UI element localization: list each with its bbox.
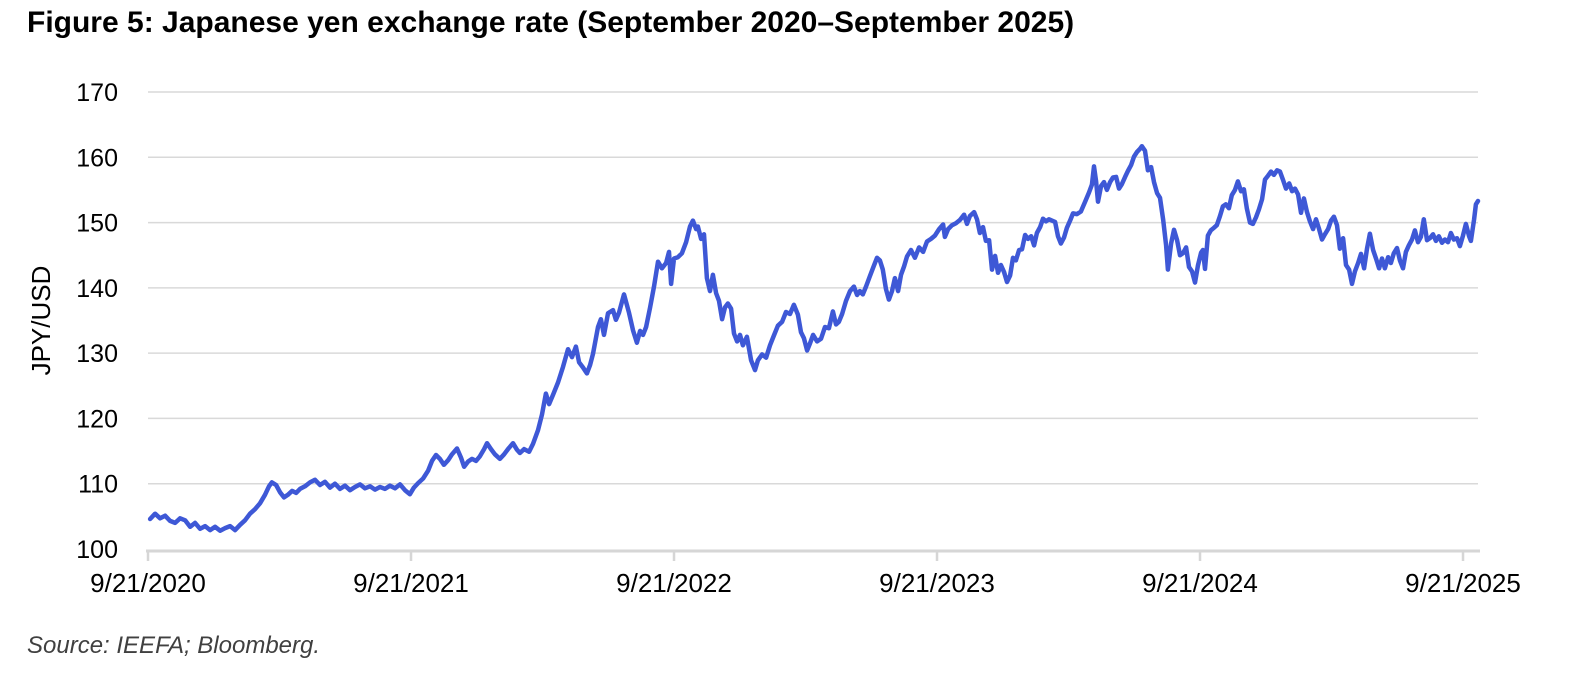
y-tick-label: 110 [78,471,118,499]
x-tick-label: 9/21/2024 [1142,568,1258,598]
x-tick-label: 9/21/2021 [353,568,469,598]
x-tick-label: 9/21/2020 [90,568,206,598]
y-tick-label: 150 [76,210,118,238]
x-tick-label: 9/21/2022 [616,568,732,598]
y-tick-label: 130 [76,340,118,368]
x-tick-label: 9/21/2025 [1405,568,1521,598]
y-tick-label: 120 [76,405,118,433]
figure-title: Figure 5: Japanese yen exchange rate (Se… [27,6,1075,39]
chart-area: 9/21/2020 9/21/2021 9/21/2022 9/21/2023 9/21… [0,70,1572,615]
source-note: Source: IEEFA; Bloomberg. [27,632,321,659]
line-chart: 9/21/2020 9/21/2021 9/21/2022 9/21/2023 9/21… [26,79,1521,598]
y-axis-label: JPY/USD [26,266,56,376]
y-tick-label: 100 [76,536,118,564]
y-tick-label: 160 [76,144,118,172]
y-tick-label: 140 [76,275,118,303]
price-line [147,143,1481,533]
x-tick-label: 9/21/2023 [879,568,995,598]
y-tick-label: 170 [76,79,118,107]
